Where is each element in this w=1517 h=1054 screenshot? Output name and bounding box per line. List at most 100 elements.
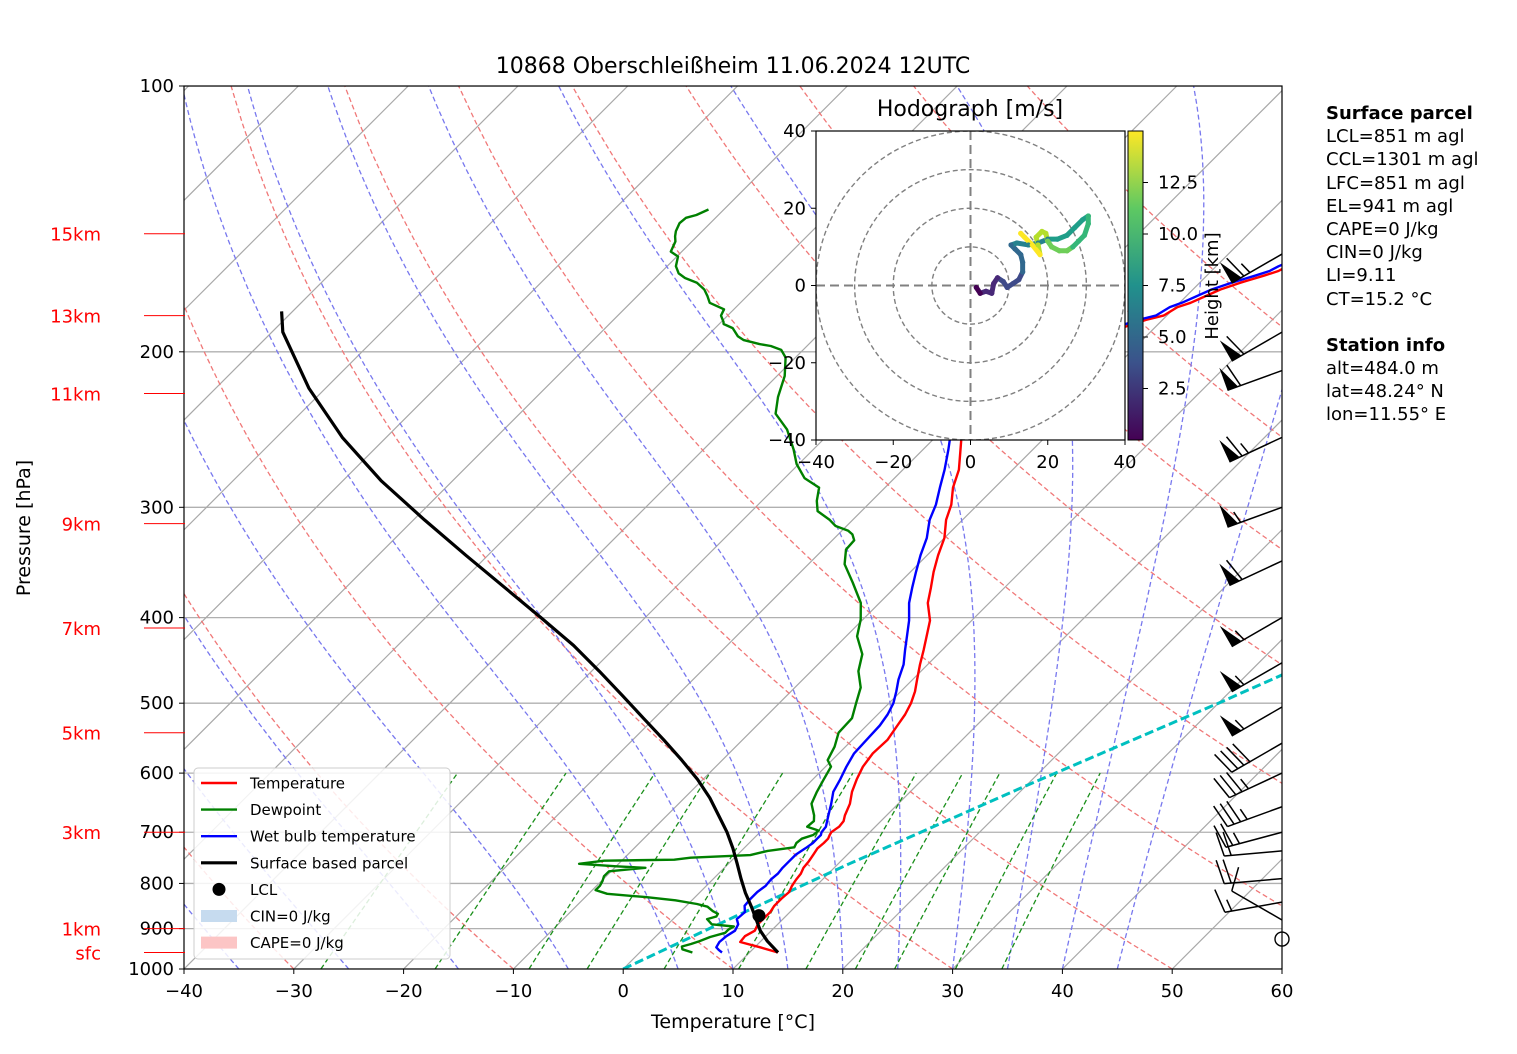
wind-barb	[1213, 823, 1283, 848]
isotherm	[184, 86, 519, 421]
barb-full	[1219, 803, 1235, 825]
barb-full	[1232, 743, 1251, 763]
hodograph-title: Hodograph [m/s]	[877, 97, 1063, 122]
hodo-point	[1016, 277, 1022, 283]
wind-barb	[1219, 504, 1283, 528]
dry-adiabat	[184, 303, 734, 969]
height-label: 7km	[62, 619, 101, 640]
barb-flag	[1219, 625, 1242, 647]
barb-staff	[1231, 616, 1283, 648]
hodograph: Hodograph [m/s] −40 −20 0 20 40 40 20 0 −20 −40 2…	[768, 97, 1223, 473]
x-tick-label: −20	[385, 981, 423, 1002]
barb-staff	[1231, 742, 1283, 773]
y-tick-label: 200	[140, 342, 174, 363]
x-axis-label: Temperature [°C]	[650, 1011, 815, 1033]
x-tick-label: 0	[617, 981, 628, 1002]
barb-full	[1213, 777, 1231, 799]
y-axis-label: Pressure [hPa]	[13, 460, 35, 596]
surface-cin: CIN=0 J/kg	[1326, 242, 1423, 264]
surface-lfc: LFC=851 m agl	[1326, 172, 1465, 194]
wind-barb	[1214, 742, 1283, 773]
station-info-heading: Station info	[1326, 334, 1446, 356]
barb-staff	[1224, 850, 1283, 857]
colorbar-label: Height [km]	[1202, 232, 1223, 339]
wind-barbs	[1213, 253, 1290, 947]
height-label: 1km	[62, 920, 101, 941]
moist-adiabat	[184, 91, 679, 969]
x-tick-label: 40	[1051, 981, 1074, 1002]
barb-staff	[1227, 506, 1283, 528]
surface-lcl: LCL=851 m agl	[1326, 126, 1465, 148]
hodo-point	[1072, 224, 1078, 231]
surface-li: LI=9.11	[1326, 265, 1397, 287]
isotherm	[184, 86, 848, 751]
hodo-x-tick-label: −20	[874, 452, 912, 473]
cyan-line	[622, 673, 1282, 969]
barb-half	[1240, 442, 1250, 454]
hodo-point	[1018, 252, 1024, 258]
barb-staff	[1227, 369, 1283, 392]
height-colorbar	[1127, 130, 1144, 441]
barb-full	[1226, 257, 1245, 277]
barb-full	[1214, 889, 1226, 913]
barb-flag	[1219, 563, 1240, 586]
y-tick-label: 1000	[128, 959, 174, 980]
surface-ccl: CCL=1301 m agl	[1326, 149, 1479, 171]
barb-staff	[1231, 331, 1283, 362]
barb-full	[1225, 559, 1243, 580]
hodo-point	[989, 290, 995, 296]
hodo-point	[983, 288, 989, 294]
moist-adiabat	[184, 418, 569, 969]
barb-full	[1222, 859, 1232, 884]
mixing-ratio-line	[894, 772, 1001, 969]
barb-full	[1225, 436, 1243, 457]
legend-swatch-cape-0-j-kg	[201, 936, 237, 949]
hodo-point	[1045, 238, 1051, 244]
isotherm	[842, 528, 1282, 969]
hodo-point	[1037, 252, 1043, 258]
legend-label-dewpoint: Dewpoint	[250, 801, 321, 819]
colorbar-tick-label: 10.0	[1158, 224, 1198, 245]
wind-barb	[1213, 772, 1283, 799]
station-alt: alt=484.0 m	[1326, 358, 1439, 380]
hodo-y-tick-label: −20	[768, 353, 806, 374]
moist-adiabat	[558, 86, 902, 969]
hodo-point	[977, 290, 983, 296]
temperature-line	[739, 267, 1282, 954]
barb-staff	[1225, 831, 1283, 848]
barb-flag	[1219, 440, 1240, 462]
dry-adiabat	[571, 86, 1282, 785]
moist-adiabat	[184, 614, 460, 969]
isotherm	[184, 86, 739, 641]
hodo-x-tick-label: 40	[1114, 452, 1137, 473]
barb-full	[1231, 866, 1240, 892]
height-label: sfc	[75, 944, 101, 965]
barb-half	[1232, 832, 1241, 844]
lcl-marker	[752, 909, 766, 923]
legend-label-temperature: Temperature	[249, 775, 345, 793]
hodo-y-tick-label: 0	[795, 276, 806, 297]
barb-half	[1234, 630, 1245, 641]
barb-full	[1214, 753, 1233, 773]
hodo-point	[1008, 242, 1014, 248]
barb-full	[1226, 335, 1245, 355]
height-axis: 15km 13km 11km 9km 7km 5km 3km 1km sfc	[50, 225, 185, 965]
wet-bulb-temperature-line	[715, 263, 1282, 954]
colorbar-tick-label: 7.5	[1158, 276, 1187, 297]
barb-staff	[1231, 253, 1283, 284]
temperature-axis: −40 −30 −20 −10 0 10 20 30 40 50 60	[165, 969, 1293, 1002]
y-tick-label: 600	[140, 763, 174, 784]
wind-barb	[1215, 831, 1283, 857]
x-tick-label: 60	[1271, 981, 1294, 1002]
isotherm	[1061, 748, 1282, 969]
chart-title: 10868 Oberschleißheim 11.06.2024 12UTC	[496, 54, 971, 79]
dry-adiabat	[230, 86, 953, 969]
hodo-point	[1064, 248, 1070, 254]
info-panel: Surface parcel LCL=851 m agl CCL=1301 m …	[1326, 102, 1511, 427]
moist-adiabat	[1116, 387, 1282, 969]
hodo-point	[1021, 234, 1028, 240]
hodo-point	[1020, 269, 1026, 275]
colorbar-tick-label: 12.5	[1158, 173, 1198, 194]
wind-barb	[1219, 364, 1283, 392]
legend-label-cin-0-j-kg: CIN=0 J/kg	[250, 908, 331, 926]
